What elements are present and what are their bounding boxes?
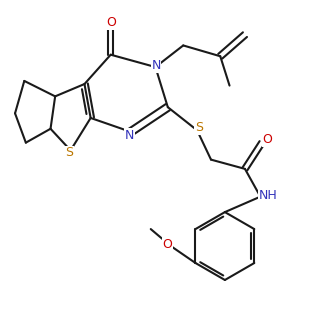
Text: O: O [263, 133, 273, 146]
Text: N: N [125, 129, 134, 142]
Text: S: S [65, 146, 73, 159]
Text: NH: NH [259, 188, 278, 202]
Text: O: O [162, 238, 172, 251]
Text: S: S [195, 121, 203, 134]
Text: O: O [106, 16, 116, 29]
Text: N: N [151, 59, 161, 72]
